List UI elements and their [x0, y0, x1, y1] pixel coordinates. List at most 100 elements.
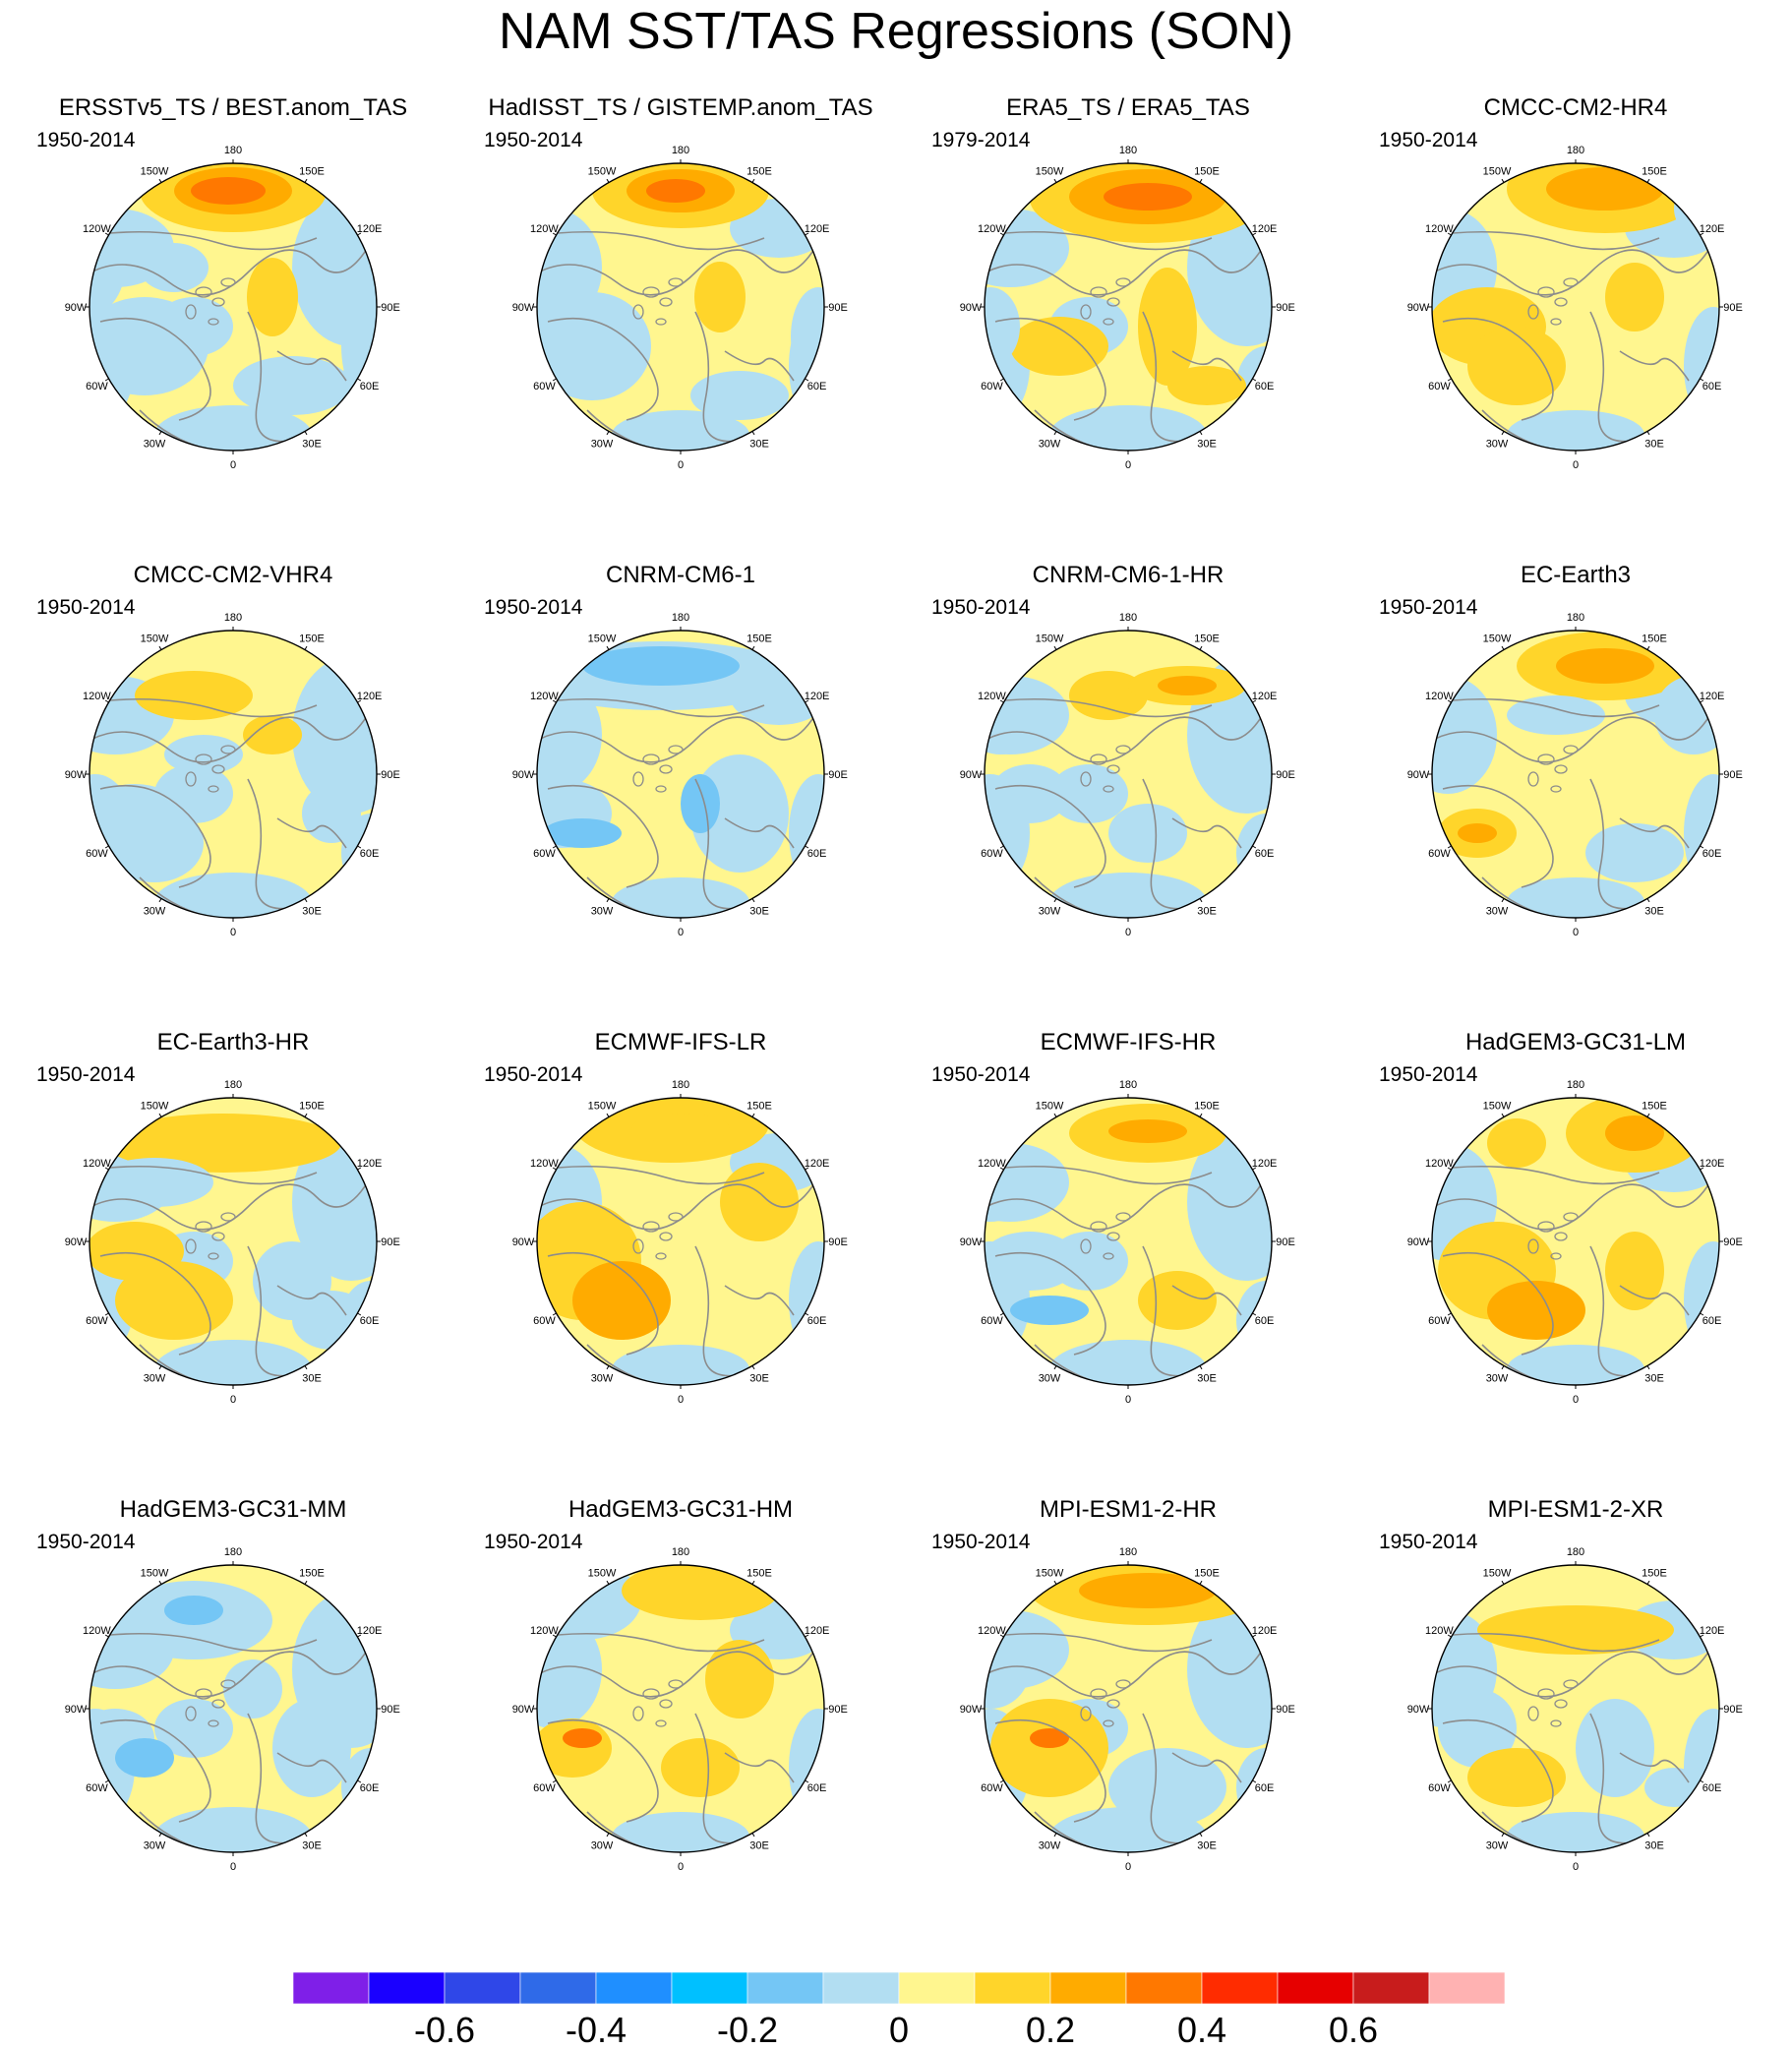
anomaly-region: [720, 1163, 799, 1241]
longitude-label: 150W: [141, 633, 169, 644]
colorbar-label: -0.6: [413, 2010, 476, 2050]
longitude-tick: [1447, 845, 1452, 849]
anomaly-region: [154, 1807, 312, 1852]
longitude-tick: [1501, 1365, 1505, 1370]
longitude-label: 60W: [533, 381, 556, 392]
colorbar-swatch: [293, 1971, 370, 2005]
anomaly-region: [1477, 1605, 1674, 1655]
longitude-tick: [552, 845, 557, 849]
anomaly-region: [1576, 1699, 1654, 1797]
anomaly-region: [985, 287, 1020, 366]
longitude-label: 0: [1573, 927, 1579, 938]
longitude-label: 120W: [1425, 691, 1454, 702]
longitude-label: 30E: [302, 906, 322, 918]
longitude-label: 90E: [1723, 302, 1743, 314]
longitude-label: 60W: [86, 1782, 108, 1794]
coastline: [1004, 697, 1213, 718]
longitude-tick: [1646, 898, 1650, 903]
longitude-tick: [751, 1833, 755, 1838]
coastline: [1554, 764, 1568, 774]
colorbar-swatch: [595, 1971, 673, 2005]
longitude-label: 90W: [65, 1704, 88, 1716]
coastline: [1442, 1251, 1554, 1356]
panel-title: EC-Earth3: [1520, 562, 1632, 588]
coastline: [668, 1679, 684, 1689]
longitude-label: 60E: [1702, 848, 1722, 860]
longitude-tick: [751, 178, 755, 183]
longitude-label: 120W: [978, 1158, 1006, 1170]
anomaly-region: [789, 1709, 824, 1827]
map-panel: ECMWF-IFS-LR 180 150E 120E 90E 60E 30E 0 30W 60W 9…: [469, 1028, 892, 1490]
anomaly-region: [1108, 1748, 1226, 1827]
longitude-label: 150W: [1483, 1567, 1512, 1579]
longitude-tick: [999, 1634, 1004, 1638]
anomaly-region: [985, 1143, 1030, 1222]
coastline: [1563, 1212, 1579, 1222]
longitude-label: 60W: [981, 1315, 1003, 1327]
longitude-label: 60E: [1255, 1315, 1275, 1327]
longitude-tick: [357, 378, 362, 382]
longitude-tick: [304, 1113, 308, 1117]
coastline: [185, 1706, 197, 1721]
coastline: [557, 230, 765, 251]
longitude-tick: [1199, 1113, 1203, 1117]
coastline: [668, 277, 684, 287]
anomaly-region: [154, 873, 312, 918]
anomaly-region: [233, 356, 351, 415]
longitude-label: 90E: [1276, 769, 1295, 781]
longitude-label: 120W: [978, 223, 1006, 235]
longitude-tick: [1199, 431, 1203, 436]
anomaly-region: [681, 774, 720, 833]
coastline: [1550, 318, 1562, 326]
longitude-label: 0: [678, 1394, 684, 1406]
anomaly-region: [985, 676, 1040, 754]
longitude-label: 180: [224, 1079, 242, 1091]
map-panel: CNRM-CM6-1-HR 180 150E 120E 90E 60E 30E 0 30W 60W…: [917, 561, 1340, 1023]
polar-map: 180 150E 120E 90E 60E 30E 0 30W 60W 90W 120W 150W: [512, 1546, 848, 1873]
panel-title: HadGEM3-GC31-LM: [1464, 1029, 1687, 1055]
longitude-tick: [304, 1833, 308, 1838]
longitude-tick: [304, 898, 308, 903]
longitude-label: 0: [678, 927, 684, 938]
coastline: [109, 1632, 318, 1653]
longitude-label: 180: [672, 1546, 689, 1558]
coastline: [724, 817, 795, 849]
coastline: [1619, 1752, 1690, 1783]
map-panel: CMCC-CM2-VHR4 180 150E 120E 90E 60E 30E 0 30W 60W…: [22, 561, 445, 1023]
coastline: [1554, 1232, 1568, 1241]
longitude-tick: [805, 1312, 809, 1316]
longitude-label: 60E: [807, 848, 827, 860]
longitude-tick: [1199, 645, 1203, 650]
colorbar-label: 0.2: [1025, 2010, 1076, 2050]
coastline: [547, 1718, 659, 1823]
longitude-tick: [751, 898, 755, 903]
coastline: [1527, 304, 1539, 320]
coastline: [1619, 350, 1690, 382]
coastline: [1106, 764, 1120, 774]
anomaly-region: [140, 243, 209, 292]
longitude-label: 150E: [747, 1567, 772, 1579]
anomaly-region: [191, 177, 266, 205]
coastline: [1432, 1634, 1719, 1698]
anomaly-region: [661, 1738, 740, 1797]
longitude-tick: [1501, 178, 1505, 183]
colorbar-swatch: [1125, 1971, 1203, 2005]
longitude-label: 90E: [828, 302, 848, 314]
longitude-label: 150E: [299, 633, 325, 644]
panel-period: 1950-2014: [1379, 129, 1478, 151]
coastline: [99, 317, 211, 421]
polar-map: 180 150E 120E 90E 60E 30E 0 30W 60W 90W 120W 150W: [65, 1546, 400, 1873]
longitude-tick: [606, 645, 610, 650]
anomaly-region: [1049, 1340, 1207, 1385]
map-panel: CMCC-CM2-HR4 180 150E 120E 90E 60E 30E 0 30W 60W 9…: [1364, 93, 1787, 556]
longitude-tick: [606, 1833, 610, 1838]
longitude-tick: [1501, 898, 1505, 903]
longitude-tick: [1053, 1365, 1057, 1370]
longitude-tick: [1700, 1634, 1704, 1638]
longitude-label: 30W: [591, 1840, 614, 1852]
anomaly-region: [1458, 823, 1497, 843]
longitude-label: 30W: [144, 439, 166, 451]
coastline: [668, 745, 684, 754]
longitude-label: 30E: [1644, 906, 1664, 918]
polar-map: 180 150E 120E 90E 60E 30E 0 30W 60W 90W 120W 150W: [65, 612, 400, 938]
